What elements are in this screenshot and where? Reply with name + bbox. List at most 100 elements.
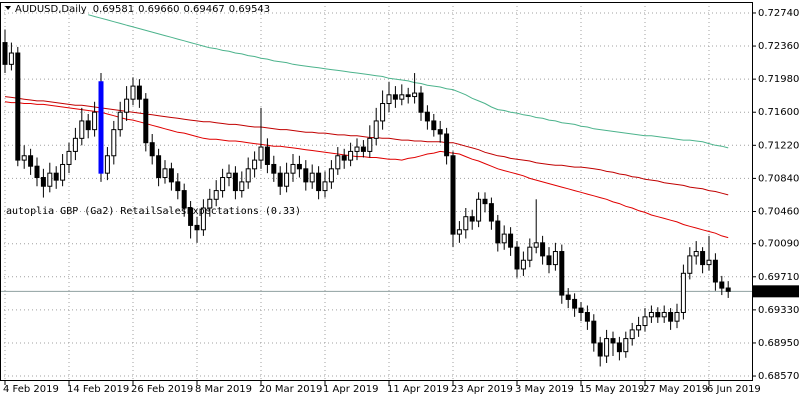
- candle-body: [232, 172, 238, 192]
- x-tick-label: 6 Jun 2019: [707, 384, 761, 395]
- candle-body: [616, 342, 622, 353]
- candle-body: [264, 146, 270, 165]
- candle-body: [380, 103, 386, 122]
- candle-body: [72, 137, 78, 152]
- y-tick-label: 0.71220: [758, 140, 799, 151]
- candle-body: [514, 246, 520, 270]
- candle-body: [367, 137, 373, 152]
- candle-body: [162, 168, 168, 179]
- candle-body: [322, 181, 328, 192]
- y-tick-label: 0.70460: [758, 206, 799, 217]
- menu-arrow[interactable]: [5, 6, 11, 10]
- candle-body: [520, 259, 526, 270]
- candle-body: [15, 52, 21, 161]
- candle-body: [188, 207, 194, 226]
- candle-body: [194, 224, 200, 231]
- candle-body: [565, 294, 571, 300]
- candle-body: [431, 120, 437, 131]
- candle-body: [252, 159, 258, 170]
- candle-body: [527, 246, 533, 261]
- candle-body: [328, 168, 334, 183]
- candle-body: [92, 111, 98, 131]
- candle-body: [623, 338, 629, 353]
- y-tick-label: 0.72740: [758, 8, 799, 19]
- x-tick-label: 11 Apr 2019: [387, 384, 449, 395]
- x-tick-label: 8 Mar 2019: [195, 384, 252, 395]
- candle-body: [21, 155, 27, 161]
- x-tick-label: 26 Feb 2019: [131, 384, 193, 395]
- candle-body: [143, 98, 149, 144]
- candle-body: [610, 338, 616, 344]
- candle-body: [636, 325, 642, 331]
- x-tick-label: 14 Feb 2019: [67, 384, 129, 395]
- candle-body: [463, 216, 469, 231]
- x-tick-label: 3 May 2019: [515, 384, 574, 395]
- candle-body: [642, 316, 648, 327]
- candle-body: [392, 94, 398, 100]
- symbol: AUDUSD,Daily: [15, 4, 87, 15]
- candle-body: [239, 181, 245, 192]
- annotation: autoplia GBP (Ga2) RetailSalesExpectatio…: [6, 206, 301, 217]
- candle-body: [597, 342, 603, 357]
- candle-body: [424, 111, 430, 122]
- candle-body: [284, 172, 290, 187]
- candle-body: [149, 142, 155, 157]
- candle-body: [8, 52, 14, 65]
- candle-body: [117, 111, 123, 131]
- close-label: 0.69543: [229, 4, 270, 15]
- candle-body: [578, 307, 584, 313]
- candle-body: [104, 155, 110, 174]
- open-label: 0.69581: [93, 4, 134, 15]
- y-tick-label: 0.72360: [758, 41, 799, 52]
- moving-average: [4, 101, 729, 239]
- candle-body: [316, 172, 322, 192]
- candle-body: [604, 338, 610, 357]
- candle-body: [495, 220, 501, 244]
- candle-body: [40, 177, 46, 187]
- candle-body: [290, 163, 296, 174]
- candle-body: [60, 163, 66, 181]
- candle-body: [373, 120, 379, 139]
- candle-body: [719, 281, 725, 289]
- candle-body: [648, 311, 654, 318]
- x-tick-label: 27 May 2019: [643, 384, 708, 395]
- candle-body: [591, 320, 597, 344]
- candle-body: [168, 168, 174, 183]
- low-label: 0.69467: [183, 4, 224, 15]
- candle-body: [661, 311, 667, 318]
- candle-body: [136, 85, 142, 100]
- candle-body: [668, 311, 674, 322]
- moving-average: [88, 14, 729, 149]
- candle-body: [111, 129, 117, 157]
- candle-body: [386, 94, 392, 105]
- candle-body: [412, 92, 418, 98]
- candle-body: [456, 229, 462, 235]
- high-label: 0.69660: [138, 4, 179, 15]
- candle-body: [674, 311, 680, 322]
- candle-body: [66, 150, 72, 165]
- candle-body: [572, 298, 578, 309]
- y-tick-label: 0.69330: [758, 305, 799, 316]
- candle-body: [629, 329, 635, 340]
- candle-body: [476, 198, 482, 222]
- y-tick-label: 0.70840: [758, 173, 799, 184]
- candle-body: [34, 165, 40, 179]
- price-box: [753, 285, 799, 298]
- candle-body: [687, 255, 693, 274]
- candle-body: [508, 233, 514, 248]
- candle-body: [584, 311, 590, 322]
- candle-body: [450, 155, 456, 235]
- candle-body: [700, 251, 706, 266]
- candle-body: [258, 146, 264, 161]
- x-tick-label: 23 Apr 2019: [451, 384, 513, 395]
- candle-body: [552, 251, 558, 266]
- candle-body: [303, 168, 309, 183]
- candle-body: [533, 242, 539, 248]
- candle-body: [309, 172, 315, 183]
- candles: [2, 29, 731, 367]
- candle-body: [354, 146, 360, 152]
- candle-body: [156, 155, 162, 179]
- x-tick-label: 20 Mar 2019: [259, 384, 322, 395]
